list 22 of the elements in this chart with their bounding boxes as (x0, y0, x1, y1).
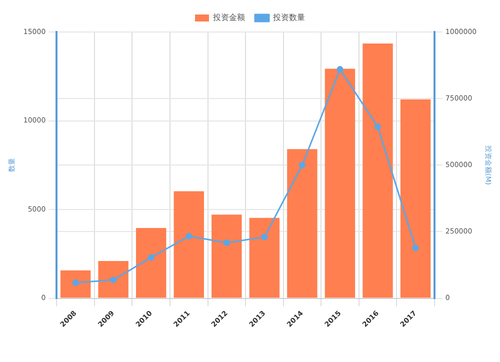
point (148, 254, 154, 261)
bar (212, 214, 242, 298)
bar (400, 99, 431, 298)
point (412, 244, 419, 252)
bar (174, 191, 204, 298)
bar (287, 149, 318, 298)
point (374, 124, 382, 130)
bar (136, 228, 166, 298)
bar (324, 68, 356, 298)
point (110, 276, 117, 284)
legend-label: 投资金额 (212, 13, 245, 22)
point (186, 232, 192, 240)
point (336, 66, 344, 73)
bar (249, 218, 280, 298)
point (261, 234, 268, 240)
legend-label: 投资数量 (272, 13, 305, 22)
bar (362, 43, 393, 298)
point (223, 239, 230, 246)
bar (98, 261, 128, 298)
bar (60, 270, 91, 298)
point (298, 162, 306, 168)
point (72, 279, 79, 286)
